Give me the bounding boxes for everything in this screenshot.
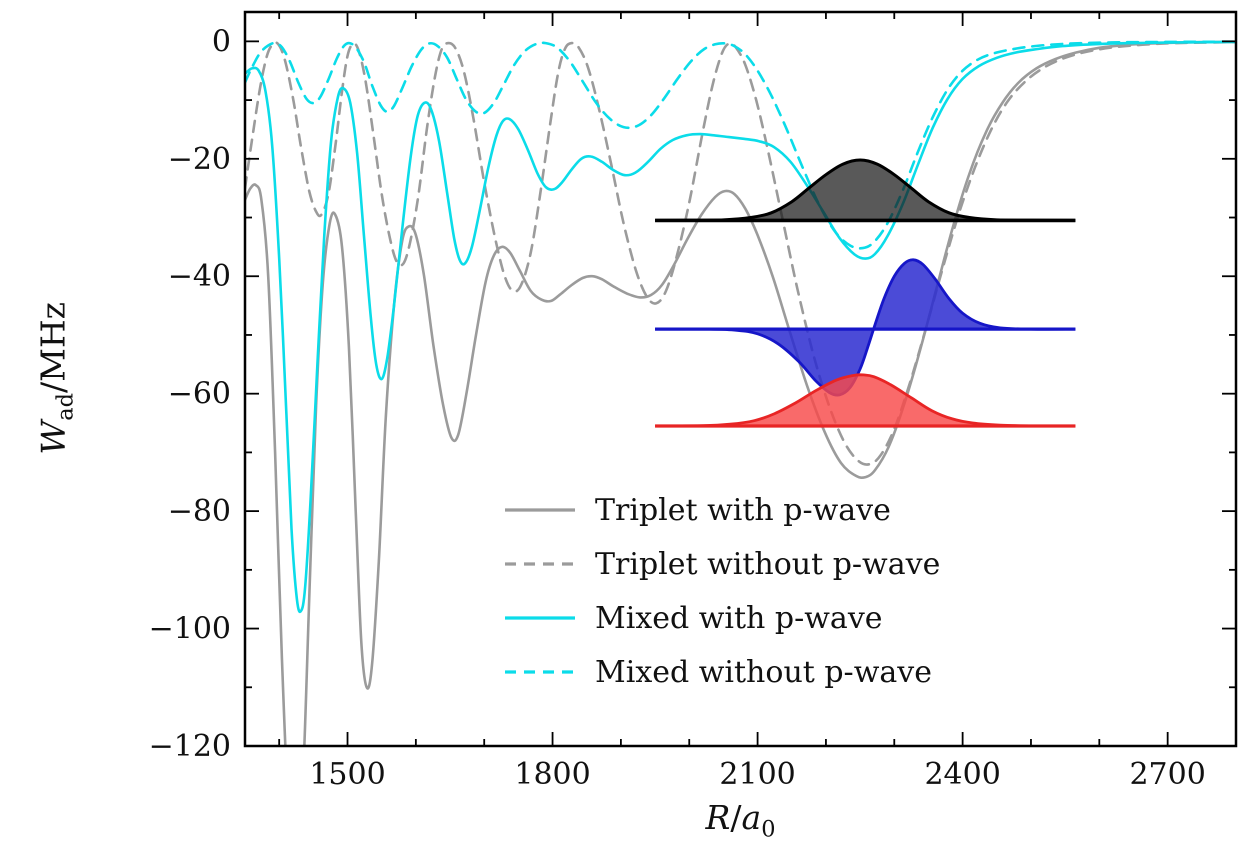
x-tick-label: 2400 xyxy=(924,757,1000,792)
x-tick-label: 2700 xyxy=(1129,757,1205,792)
vibrational-wavefunction-lower-fill xyxy=(655,374,1076,427)
y-axis-unit: /MHz xyxy=(33,301,73,393)
legend-item-triplet-with-p-wave: Triplet with p-wave xyxy=(503,483,940,537)
x-axis-subscript: 0 xyxy=(761,816,776,843)
legend-item-mixed-without-p-wave: Mixed without p-wave xyxy=(503,645,940,699)
curve-mixed-with-p-wave xyxy=(245,40,1236,614)
x-axis-symbol-2: a xyxy=(741,798,762,837)
legend-label: Mixed without p-wave xyxy=(595,654,932,690)
curve-triplet-with-p-wave xyxy=(245,40,1236,746)
vibrational-wavefunction-middle-curve xyxy=(655,258,1076,397)
x-tick-label: 2100 xyxy=(719,757,795,792)
legend-item-triplet-without-p-wave: Triplet without p-wave xyxy=(503,537,940,591)
legend-label: Mixed with p-wave xyxy=(595,600,883,636)
y-tick-label: −40 xyxy=(168,259,231,294)
legend-line-sample xyxy=(505,508,575,512)
vibrational-wavefunction-upper-fill xyxy=(655,160,1076,221)
y-tick-label: −20 xyxy=(168,142,231,177)
legend-line-sample xyxy=(505,670,575,674)
legend-label: Triplet without p-wave xyxy=(595,546,941,582)
y-tick-label: −120 xyxy=(149,729,231,764)
x-axis-symbol: R xyxy=(705,798,731,837)
y-tick-label: −100 xyxy=(149,612,231,647)
legend-label: Triplet with p-wave xyxy=(595,492,891,528)
legend-line-sample xyxy=(505,616,575,620)
x-tick-label: 1500 xyxy=(309,757,385,792)
y-axis-symbol: W xyxy=(33,420,73,455)
y-tick-label: 0 xyxy=(212,24,231,59)
vibrational-wavefunctions xyxy=(655,158,1076,428)
y-tick-label: −60 xyxy=(168,377,231,412)
x-tick-label: 1800 xyxy=(514,757,590,792)
y-axis-label: Wad/MHz xyxy=(34,258,79,498)
legend-item-mixed-with-p-wave: Mixed with p-wave xyxy=(503,591,940,645)
x-axis-label: R/a0 xyxy=(245,798,1236,843)
y-tick-label: −80 xyxy=(168,494,231,529)
x-axis-slash: / xyxy=(730,798,742,837)
vibrational-wavefunction-upper-curve xyxy=(655,158,1076,222)
plot-frame xyxy=(243,10,1238,748)
legend-line-sample xyxy=(505,562,575,566)
y-axis-subscript: ad xyxy=(52,393,79,421)
tick-labels: 1500 1800 2100 2400 2700 0 −20 −40 −60 −80 −100 −12… xyxy=(149,24,1206,792)
vibrational-wavefunction-lower-curve xyxy=(655,373,1076,428)
legend: Triplet with p-wave Triplet without p-wa… xyxy=(503,483,940,699)
potential-curves xyxy=(245,40,1236,746)
